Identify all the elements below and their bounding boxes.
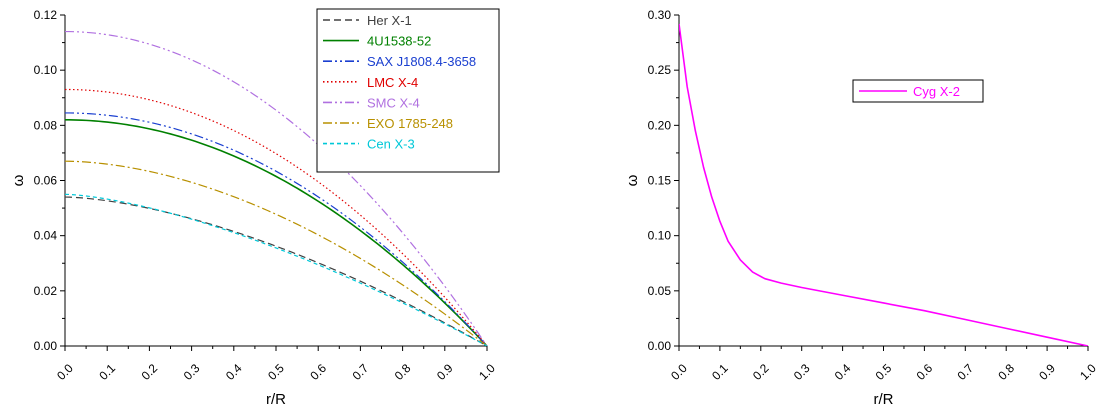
legend-label: SMC X-4 xyxy=(367,95,420,110)
x-tick-label: 0.1 xyxy=(96,361,118,383)
x-tick-label: 0.0 xyxy=(54,361,76,383)
y-tick-label: 0.30 xyxy=(648,8,672,22)
x-tick-label: 0.2 xyxy=(139,361,161,383)
chart-panel-2: 0.00 0.05 0.10 0.15 0.20 0.25 0.30 0.0 0.1 0.2 0.3… xyxy=(624,8,1099,408)
series-line-7 xyxy=(65,193,488,346)
x-tick-label: 0.4 xyxy=(223,361,245,383)
series-line-4 xyxy=(65,88,488,346)
x-tick-label: 1.0 xyxy=(476,361,498,383)
x-tick-label: 0.9 xyxy=(434,361,456,383)
y-axis-title: ω xyxy=(624,174,641,186)
y-tick-label: 0.10 xyxy=(648,229,672,243)
x-tick-label: 0.8 xyxy=(995,361,1017,383)
y-tick-label: 0.06 xyxy=(34,174,58,188)
x-tick-label: 0.8 xyxy=(392,361,414,383)
legend-box xyxy=(316,8,500,173)
legend-label: Cyg X-2 xyxy=(913,84,960,99)
series-line-1 xyxy=(65,196,488,346)
y-tick-label: 0.00 xyxy=(34,339,58,353)
y-tick-label: 0.02 xyxy=(34,284,58,298)
y-tick-label: 0.12 xyxy=(34,8,58,22)
x-tick-label: 0.3 xyxy=(791,361,813,383)
x-tick-label: 0.1 xyxy=(709,361,731,383)
legend: Cyg X-2 xyxy=(852,79,984,103)
legend-label: LMC X-4 xyxy=(367,75,418,90)
legend-label: 4U1538-52 xyxy=(367,34,431,49)
series-line-1 xyxy=(679,23,1089,346)
y-tick-label: 0.05 xyxy=(648,284,672,298)
x-tick-label: 0.3 xyxy=(181,361,203,383)
x-tick-label: 0.4 xyxy=(832,361,854,383)
x-tick-label: 1.0 xyxy=(1077,361,1099,383)
series-group xyxy=(65,30,488,346)
legend-box xyxy=(852,79,984,103)
series-line-6 xyxy=(65,160,488,346)
x-tick-label: 0.6 xyxy=(307,361,329,383)
y-tick-label: 0.25 xyxy=(648,63,672,77)
x-tick-label: 0.2 xyxy=(750,361,772,383)
x-tick-label: 0.5 xyxy=(265,361,287,383)
legend: Her X-1 4U1538-52 SAX J1808.4-3658 LMC X-4 S… xyxy=(316,8,500,173)
x-tick-label: 0.9 xyxy=(1036,361,1058,383)
y-tick-label: 0.15 xyxy=(648,174,672,188)
x-tick-label: 0.7 xyxy=(350,361,372,383)
series-group xyxy=(679,23,1089,346)
y-axis-title: ω xyxy=(10,174,27,186)
y-tick-label: 0.10 xyxy=(34,63,58,77)
x-axis-title: r/R xyxy=(266,391,286,408)
x-tick-label: 0.0 xyxy=(668,361,690,383)
legend-label: EXO 1785-248 xyxy=(367,116,453,131)
series-line-3 xyxy=(65,112,488,346)
chart-panel-1: 0.00 0.02 0.04 0.06 0.08 0.10 0.12 0.0 0.1 0.2 0.3… xyxy=(10,8,500,408)
legend-label: Her X-1 xyxy=(367,13,412,28)
x-tick-label: 0.5 xyxy=(873,361,895,383)
legend-label: SAX J1808.4-3658 xyxy=(367,54,476,69)
y-tick-label: 0.00 xyxy=(648,339,672,353)
y-tick-label: 0.20 xyxy=(648,118,672,132)
legend-label: Cen X-3 xyxy=(367,137,415,152)
series-line-5 xyxy=(65,30,488,346)
y-tick-label: 0.04 xyxy=(34,229,58,243)
y-tick-label: 0.08 xyxy=(34,118,58,132)
x-tick-label: 0.6 xyxy=(914,361,936,383)
series-line-2 xyxy=(65,119,488,346)
x-tick-label: 0.7 xyxy=(954,361,976,383)
x-axis-title: r/R xyxy=(874,391,894,408)
